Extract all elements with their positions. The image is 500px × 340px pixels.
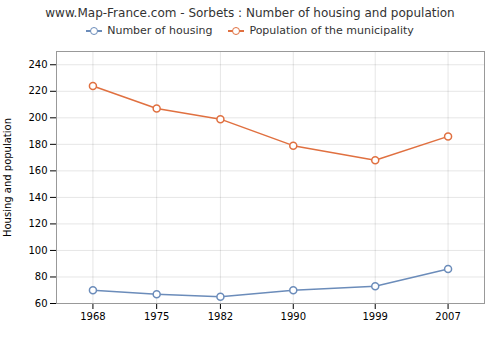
svg-text:200: 200: [28, 112, 47, 123]
svg-text:160: 160: [28, 165, 47, 176]
svg-text:1968: 1968: [80, 311, 105, 322]
html-text:Number of housing: Number of housing: [107, 24, 213, 37]
svg-text:1982: 1982: [208, 311, 233, 322]
svg-text:100: 100: [28, 245, 47, 256]
svg-text:1999: 1999: [362, 311, 387, 322]
svg-text:180: 180: [28, 139, 47, 150]
svg-text:220: 220: [28, 85, 47, 96]
svg-text:Housing and population: Housing and population: [2, 118, 13, 237]
html-text:www.Map-France.com - Sorbets :: www.Map-France.com - Sorbets : Number of…: [45, 6, 455, 20]
svg-text:80: 80: [35, 271, 48, 282]
svg-text:2007: 2007: [435, 311, 460, 322]
svg-text:60: 60: [35, 298, 48, 309]
svg-text:1990: 1990: [281, 311, 306, 322]
svg-text:140: 140: [28, 192, 47, 203]
svg-text:240: 240: [28, 59, 47, 70]
html-text:Population of the municipality: Population of the municipality: [249, 24, 414, 37]
svg-text:120: 120: [28, 218, 47, 229]
svg-text:1975: 1975: [144, 311, 169, 322]
